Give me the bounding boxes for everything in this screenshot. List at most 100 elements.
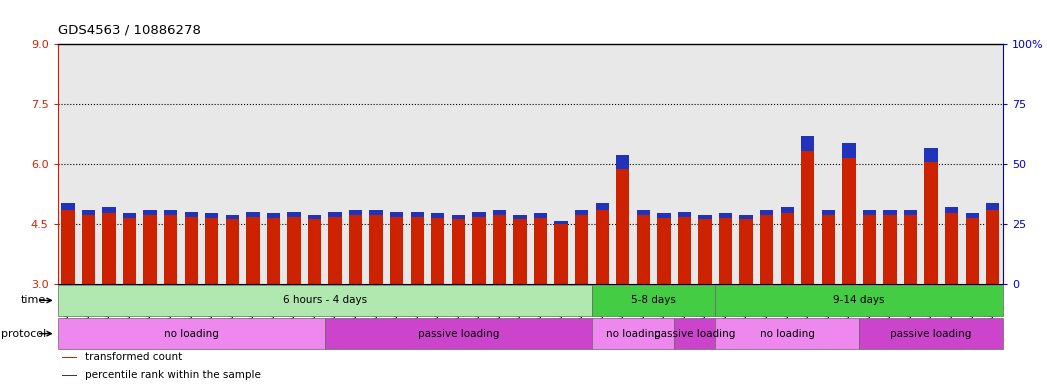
Text: 6 hours - 4 days: 6 hours - 4 days — [283, 295, 366, 305]
Bar — [677, 212, 691, 217]
Bar — [986, 210, 1000, 284]
Bar — [592, 285, 715, 316]
Bar — [945, 207, 958, 213]
Bar — [555, 224, 567, 284]
Bar — [596, 210, 609, 284]
Bar — [637, 210, 650, 215]
Bar — [842, 158, 855, 284]
Bar — [370, 210, 383, 215]
Bar — [472, 217, 486, 284]
Bar — [391, 217, 403, 284]
Bar — [904, 215, 917, 284]
Bar — [246, 212, 260, 217]
Bar — [103, 213, 115, 284]
Bar — [884, 215, 896, 284]
Text: passive loading: passive loading — [890, 329, 972, 339]
Bar — [63, 357, 77, 358]
Bar — [658, 218, 670, 284]
Bar — [739, 219, 753, 284]
Text: percentile rank within the sample: percentile rank within the sample — [85, 370, 261, 380]
Bar — [287, 217, 300, 284]
Text: transformed count: transformed count — [85, 352, 182, 362]
Bar — [370, 215, 383, 284]
Bar — [616, 169, 629, 284]
Bar — [308, 219, 321, 284]
Bar — [58, 318, 325, 349]
Bar — [267, 218, 280, 284]
Bar — [781, 207, 794, 213]
Bar — [801, 151, 815, 284]
Bar — [122, 213, 136, 218]
Bar — [575, 215, 588, 284]
Bar — [965, 218, 979, 284]
Text: passive loading: passive loading — [418, 329, 499, 339]
Bar — [143, 210, 157, 215]
Bar — [82, 215, 95, 284]
Bar — [451, 219, 465, 284]
Bar — [945, 213, 958, 284]
Bar — [61, 210, 74, 284]
Bar — [719, 213, 732, 218]
Bar — [493, 215, 506, 284]
Bar — [658, 213, 670, 218]
Bar — [674, 318, 715, 349]
Text: GDS4563 / 10886278: GDS4563 / 10886278 — [58, 23, 200, 36]
Bar — [925, 162, 938, 284]
Bar — [164, 215, 177, 284]
Bar — [739, 215, 753, 219]
Bar — [58, 285, 592, 316]
Text: time: time — [21, 295, 46, 305]
Text: no loading: no loading — [760, 329, 815, 339]
Bar — [184, 217, 198, 284]
Bar — [822, 210, 836, 215]
Bar — [760, 215, 774, 284]
Bar — [698, 215, 712, 219]
Bar — [325, 318, 592, 349]
Bar — [715, 285, 1003, 316]
Bar — [63, 375, 77, 376]
Bar — [965, 213, 979, 218]
Bar — [822, 215, 836, 284]
Bar — [225, 215, 239, 219]
Bar — [349, 210, 362, 215]
Text: 5-8 days: 5-8 days — [631, 295, 676, 305]
Bar — [205, 213, 219, 218]
Bar — [575, 210, 588, 215]
Bar — [164, 210, 177, 215]
Bar — [410, 212, 424, 217]
Bar — [719, 218, 732, 284]
Bar — [760, 210, 774, 215]
Bar — [431, 213, 445, 218]
Text: 9-14 days: 9-14 days — [833, 295, 885, 305]
Bar — [904, 210, 917, 215]
Bar — [986, 203, 1000, 210]
Text: passive loading: passive loading — [654, 329, 735, 339]
Bar — [677, 217, 691, 284]
Bar — [534, 213, 548, 218]
Bar — [513, 219, 527, 284]
Bar — [513, 215, 527, 219]
Bar — [82, 210, 95, 215]
Bar — [781, 213, 794, 284]
Bar — [715, 318, 860, 349]
Bar — [410, 217, 424, 284]
Bar — [431, 218, 445, 284]
Bar — [143, 215, 157, 284]
Bar — [122, 218, 136, 284]
Bar — [205, 218, 219, 284]
Bar — [308, 215, 321, 219]
Bar — [884, 210, 896, 215]
Bar — [637, 215, 650, 284]
Bar — [391, 212, 403, 217]
Bar — [246, 217, 260, 284]
Bar — [801, 136, 815, 151]
Bar — [184, 212, 198, 217]
Bar — [493, 210, 506, 215]
Text: protocol: protocol — [1, 329, 46, 339]
Text: no loading: no loading — [163, 329, 219, 339]
Text: no loading: no loading — [605, 329, 661, 339]
Bar — [225, 219, 239, 284]
Bar — [863, 210, 876, 215]
Bar — [61, 203, 74, 210]
Bar — [592, 318, 674, 349]
